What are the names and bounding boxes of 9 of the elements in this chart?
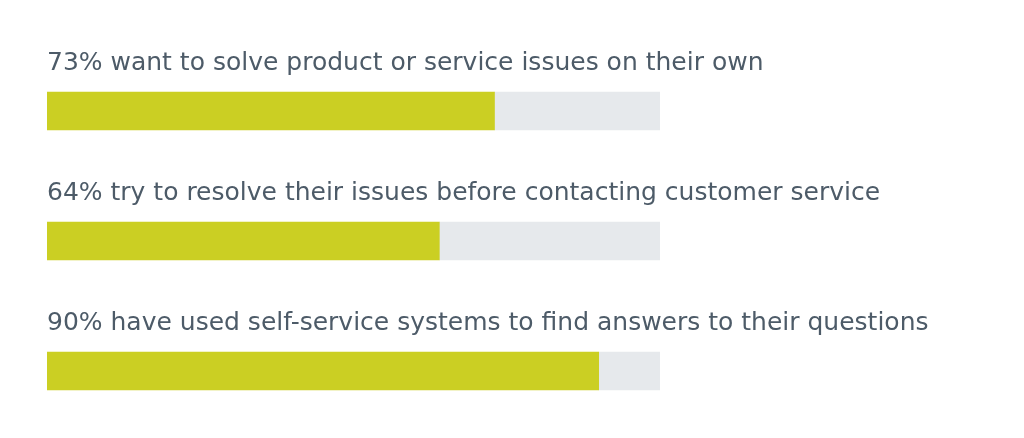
y-tick-label: 64% try to resolve their issues before contacting customer service <box>47 177 881 206</box>
bar <box>47 221 440 261</box>
y-tick-label: 73% want to solve product or service issues on their own <box>47 47 764 76</box>
bar <box>47 351 600 391</box>
bar <box>47 91 495 131</box>
y-tick-label: 90% have used self-service systems to find answers to their questions <box>47 307 929 336</box>
bar <box>438 221 660 261</box>
bar <box>494 91 660 131</box>
bar <box>598 351 660 391</box>
